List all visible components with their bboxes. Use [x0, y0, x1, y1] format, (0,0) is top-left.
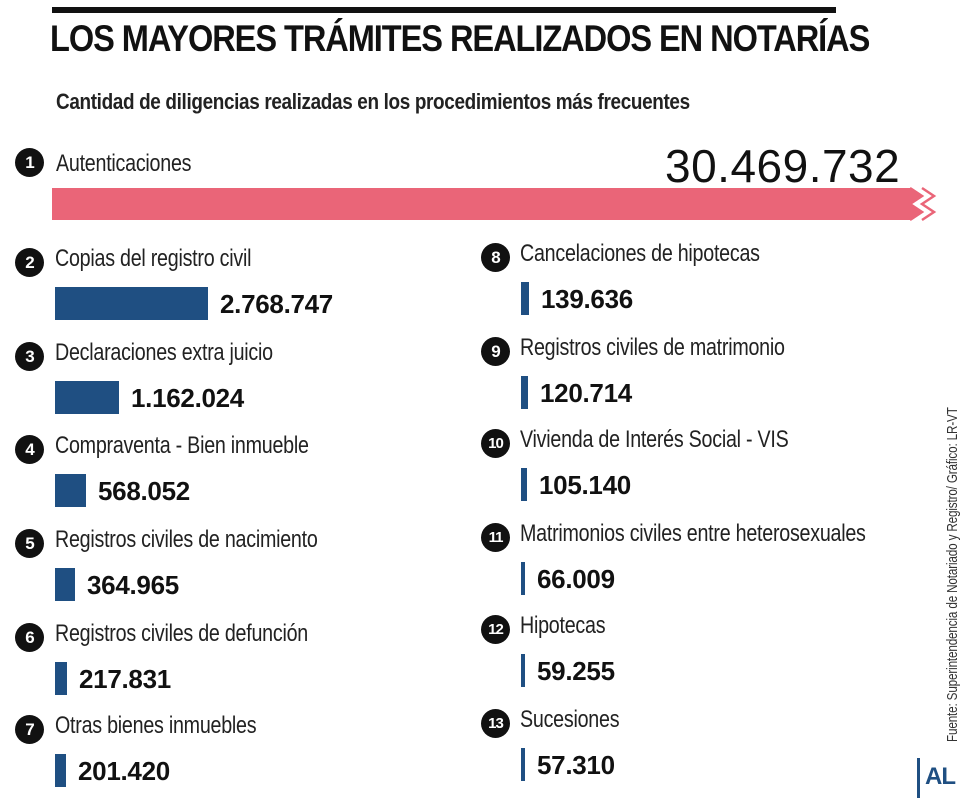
- rank-badge: 5: [15, 529, 44, 558]
- axis-break-mark: [919, 186, 937, 222]
- bar: [52, 188, 924, 220]
- value-label: 568.052: [98, 476, 190, 506]
- category-label: Compraventa - Bien inmueble: [55, 432, 309, 459]
- axis-break-mark: [907, 186, 925, 222]
- value-label: 364.965: [87, 570, 179, 600]
- bar: [521, 562, 525, 595]
- category-label: Registros civiles de defunción: [55, 620, 308, 647]
- rank-badge: 10: [481, 429, 510, 458]
- value-label: 105.140: [539, 470, 631, 500]
- rank-badge: 9: [481, 337, 510, 366]
- category-label: Sucesiones: [520, 706, 620, 733]
- value-label: 30.469.732: [665, 140, 901, 192]
- value-label: 201.420: [78, 756, 170, 786]
- rank-badge: 12: [481, 615, 510, 644]
- broken-bar-svg: [52, 186, 937, 222]
- bar: [55, 287, 208, 320]
- bar: [521, 748, 525, 781]
- chart-subtitle: Cantidad de diligencias realizadas en lo…: [56, 89, 690, 114]
- value-label: 2.768.747: [220, 289, 333, 319]
- value-label: 139.636: [541, 284, 633, 314]
- rank-badge: 2: [15, 248, 44, 277]
- category-label: Otras bienes inmuebles: [55, 712, 257, 739]
- category-label: Declaraciones extra juicio: [55, 339, 273, 366]
- bar: [521, 376, 528, 409]
- value-label: 59.255: [537, 656, 615, 686]
- category-label: Copias del registro civil: [55, 245, 252, 272]
- rank-badge: 3: [15, 342, 44, 371]
- category-label: Hipotecas: [520, 612, 606, 639]
- logo-rule: [917, 758, 920, 798]
- category-label: Cancelaciones de hipotecas: [520, 240, 760, 267]
- bar: [521, 282, 529, 315]
- publisher-logo: AL: [925, 763, 956, 790]
- category-label: Vivienda de Interés Social - VIS: [520, 426, 789, 453]
- value-label: 120.714: [540, 378, 632, 408]
- category-label: Registros civiles de matrimonio: [520, 334, 785, 361]
- bar: [55, 474, 86, 507]
- category-label: Matrimonios civiles entre heterosexuales: [520, 520, 866, 547]
- rank-badge: 6: [15, 623, 44, 652]
- value-label: 66.009: [537, 564, 615, 594]
- bar: [521, 654, 525, 687]
- value-label: 57.310: [537, 750, 615, 780]
- rank-badge: 1: [15, 148, 44, 177]
- rank-badge: 13: [481, 709, 510, 738]
- bar: [55, 662, 67, 695]
- value-label: 217.831: [79, 664, 171, 694]
- rank-badge: 7: [15, 715, 44, 744]
- title-rule: [52, 7, 836, 13]
- bar: [521, 468, 527, 501]
- category-label: Registros civiles de nacimiento: [55, 526, 318, 553]
- bar: [55, 754, 66, 787]
- rank-badge: 4: [15, 435, 44, 464]
- rank-badge: 11: [481, 523, 510, 552]
- bar: [55, 568, 75, 601]
- rank-badge: 8: [481, 243, 510, 272]
- category-label: Autenticaciones: [56, 150, 192, 177]
- bar: [55, 381, 119, 414]
- value-label: 1.162.024: [131, 383, 244, 413]
- chart-title: LOS MAYORES TRÁMITES REALIZADOS EN NOTAR…: [50, 18, 870, 59]
